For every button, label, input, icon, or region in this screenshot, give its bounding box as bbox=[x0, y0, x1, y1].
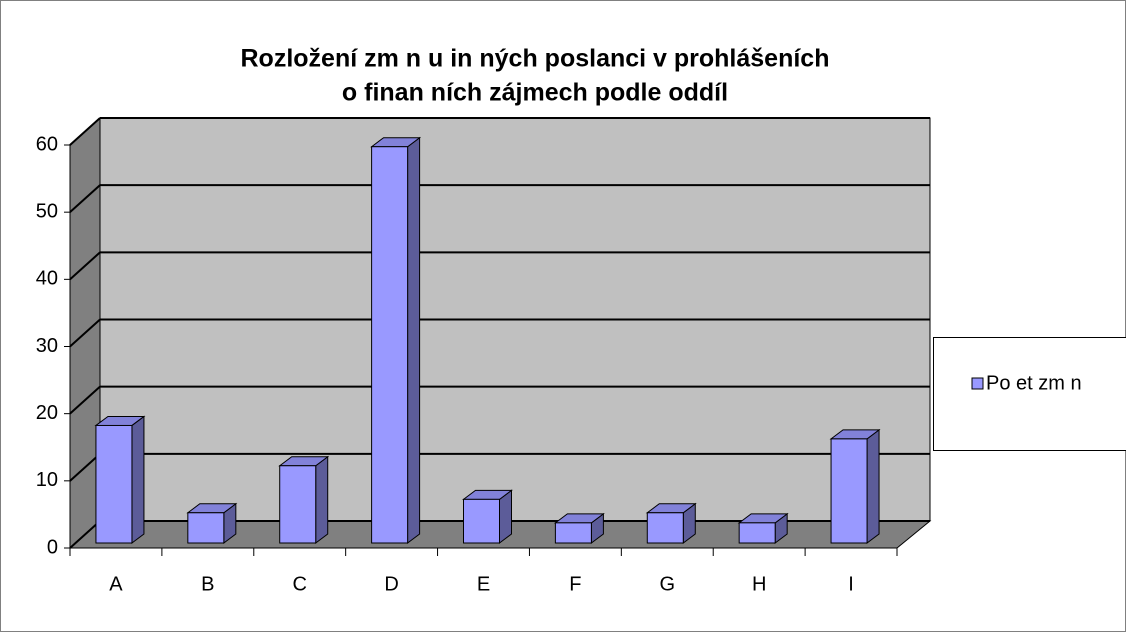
bar-side bbox=[315, 455, 329, 544]
x-tick-label: B bbox=[201, 573, 214, 595]
bar bbox=[187, 512, 225, 544]
bar bbox=[646, 512, 684, 544]
x-tick-label: G bbox=[659, 573, 675, 595]
grid-line bbox=[69, 184, 101, 213]
bar-side bbox=[407, 136, 421, 544]
bar bbox=[554, 522, 592, 544]
bar-side bbox=[866, 428, 880, 544]
x-tick-label: H bbox=[752, 573, 766, 595]
y-tick-label: 10 bbox=[36, 469, 58, 491]
bar bbox=[463, 498, 500, 544]
x-tick-label: A bbox=[109, 573, 123, 595]
grid-line bbox=[69, 117, 101, 146]
legend-swatch bbox=[971, 377, 984, 390]
y-tick-label: 50 bbox=[36, 200, 58, 222]
x-tick-label: D bbox=[384, 573, 398, 595]
x-tick-label: F bbox=[569, 573, 581, 595]
grid-line bbox=[69, 385, 101, 415]
y-tick-label: 20 bbox=[36, 402, 58, 424]
grid-line bbox=[69, 318, 101, 348]
y-tick-label: 0 bbox=[47, 536, 58, 558]
legend-label: Po et zm n bbox=[986, 372, 1082, 394]
bar bbox=[830, 438, 868, 544]
bar bbox=[279, 465, 317, 544]
legend bbox=[933, 337, 1126, 451]
bar bbox=[95, 424, 133, 544]
chart-title: Rozložení zm n u in ných poslanci v proh… bbox=[241, 45, 830, 73]
x-tick-label: C bbox=[292, 573, 306, 595]
y-tick-label: 30 bbox=[36, 335, 58, 357]
grid-line bbox=[69, 453, 101, 482]
bar bbox=[371, 146, 409, 544]
x-tick-label: I bbox=[848, 573, 854, 595]
x-tick-label: E bbox=[477, 573, 490, 595]
y-tick-label: 60 bbox=[36, 133, 58, 155]
y-tick-label: 40 bbox=[36, 268, 58, 290]
grid-line bbox=[69, 251, 101, 281]
bar-side bbox=[131, 415, 145, 544]
bar bbox=[738, 522, 776, 544]
chart-title: o finan ních zájmech podle oddíl bbox=[342, 79, 728, 107]
grid-line bbox=[69, 520, 101, 549]
